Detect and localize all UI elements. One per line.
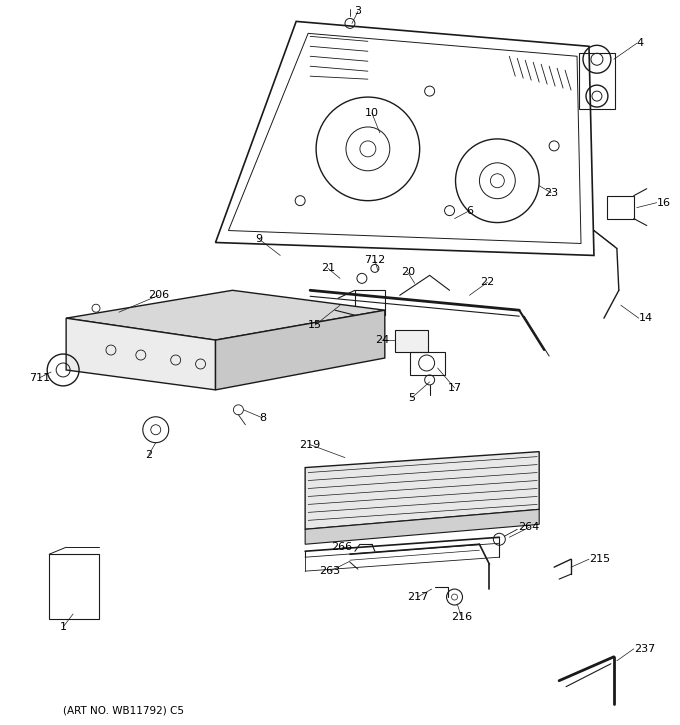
Text: 6: 6	[466, 206, 473, 215]
Text: 219: 219	[299, 439, 321, 450]
Text: 1: 1	[60, 622, 67, 632]
Text: 711: 711	[29, 373, 50, 383]
Polygon shape	[305, 452, 539, 529]
Text: 24: 24	[375, 335, 389, 345]
Text: 2: 2	[146, 450, 152, 460]
Text: 15: 15	[308, 320, 322, 330]
Text: 4: 4	[636, 38, 644, 49]
Polygon shape	[216, 310, 385, 390]
Text: 206: 206	[148, 290, 169, 300]
Text: 5: 5	[408, 393, 415, 403]
Text: 263: 263	[320, 566, 341, 576]
Polygon shape	[305, 510, 539, 544]
Text: 22: 22	[480, 278, 494, 287]
Polygon shape	[66, 318, 216, 390]
Text: 10: 10	[365, 108, 379, 118]
Polygon shape	[66, 290, 385, 340]
Text: (ART NO. WB11792) C5: (ART NO. WB11792) C5	[63, 705, 184, 716]
Text: 23: 23	[544, 188, 558, 198]
Polygon shape	[395, 330, 428, 352]
Text: 712: 712	[364, 255, 386, 265]
Text: 217: 217	[407, 592, 428, 602]
Text: 16: 16	[657, 198, 670, 207]
Text: 216: 216	[451, 612, 472, 622]
Text: 266: 266	[331, 542, 352, 552]
Text: 264: 264	[519, 522, 540, 532]
Text: 20: 20	[401, 268, 415, 278]
Text: 21: 21	[321, 263, 335, 273]
Text: 3: 3	[354, 7, 362, 17]
Text: 237: 237	[634, 644, 655, 654]
Text: 17: 17	[447, 383, 462, 393]
Text: 215: 215	[589, 554, 610, 564]
Text: 9: 9	[255, 233, 262, 244]
Text: 8: 8	[259, 413, 266, 423]
Text: 14: 14	[639, 313, 653, 323]
